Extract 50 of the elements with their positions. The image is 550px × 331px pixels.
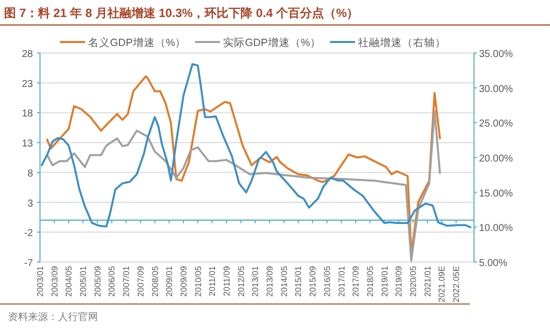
x-tick-label: 2003/01 bbox=[35, 266, 45, 297]
x-tick-label: 2010/05 bbox=[192, 266, 203, 297]
x-tick-label: 2009/01 bbox=[164, 266, 174, 297]
x-tick-label: 2020/05 bbox=[408, 266, 418, 297]
y2-tick-label: 5.00% bbox=[479, 258, 508, 269]
x-tick-label: 2022.05E bbox=[451, 266, 462, 302]
x-tick-label: 2019/01 bbox=[379, 266, 390, 297]
legend-label: 社融增速（右轴） bbox=[358, 36, 446, 49]
x-tick-label: 2007/09 bbox=[135, 266, 146, 297]
y2-tick-label: 15.00% bbox=[479, 188, 514, 200]
y2-tick-label: 35.00% bbox=[479, 49, 514, 60]
x-tick-label: 2015/09 bbox=[308, 266, 318, 297]
x-tick-label: 2009/09 bbox=[178, 266, 188, 297]
x-tick-label: 2013/09 bbox=[264, 266, 275, 297]
x-tick-label: 2011/09 bbox=[222, 266, 232, 296]
x-tick-label: 2015/01 bbox=[293, 266, 304, 297]
x-tick-label: 2016/05 bbox=[322, 266, 332, 297]
x-tick-label: 2005/09 bbox=[92, 266, 102, 297]
x-tick-label: 2006/05 bbox=[106, 266, 117, 297]
x-tick-label: 2011/01 bbox=[207, 266, 218, 296]
text: 资料来源：人行官网 bbox=[8, 311, 98, 323]
x-tick-label: 2014/05 bbox=[278, 266, 289, 297]
y2-tick-label: 10.00% bbox=[479, 223, 514, 234]
y-tick-label: 18 bbox=[22, 108, 34, 120]
x-tick-label: 2003/09 bbox=[49, 266, 60, 297]
x-tick-label: 2018/05 bbox=[364, 266, 375, 297]
y-tick-label: 28 bbox=[22, 49, 34, 60]
y2-tick-label: 30.00% bbox=[479, 84, 514, 95]
y2-tick-label: 25.00% bbox=[479, 118, 514, 130]
x-tick-label: 2012/05 bbox=[236, 266, 246, 297]
x-tick-label: 2021.09E bbox=[436, 266, 447, 302]
x-tick-label: 2008/05 bbox=[150, 266, 160, 297]
title: 图 7：料 21 年 8 月社融增速 10.3%，环比下降 0.4 个百分点（%） bbox=[4, 6, 359, 20]
legend-label: 名义GDP增速（%） bbox=[88, 36, 186, 49]
y-tick-label: 3 bbox=[27, 198, 34, 210]
x-tick-label: 2007/01 bbox=[121, 266, 132, 297]
y-tick-label: 23 bbox=[22, 78, 34, 90]
x-tick-label: 2017/01 bbox=[336, 266, 346, 297]
y-tick-label: -2 bbox=[24, 228, 34, 240]
y-tick-label: 8 bbox=[27, 168, 34, 180]
x-tick-label: 2021/01 bbox=[422, 266, 432, 297]
x-tick-label: 2004/05 bbox=[64, 266, 74, 297]
legend-label: 实际GDP增速（%） bbox=[223, 36, 322, 49]
x-tick-label: 2013/01 bbox=[250, 266, 260, 297]
x-tick-label: 2017/09 bbox=[350, 266, 361, 297]
y2-tick-label: 20.00% bbox=[479, 154, 514, 164]
x-tick-label: 2019/09 bbox=[394, 266, 404, 297]
x-tick-label: 2005/01 bbox=[78, 266, 88, 297]
y-tick-label: 13 bbox=[22, 138, 34, 150]
y-tick-label: -7 bbox=[24, 258, 34, 269]
